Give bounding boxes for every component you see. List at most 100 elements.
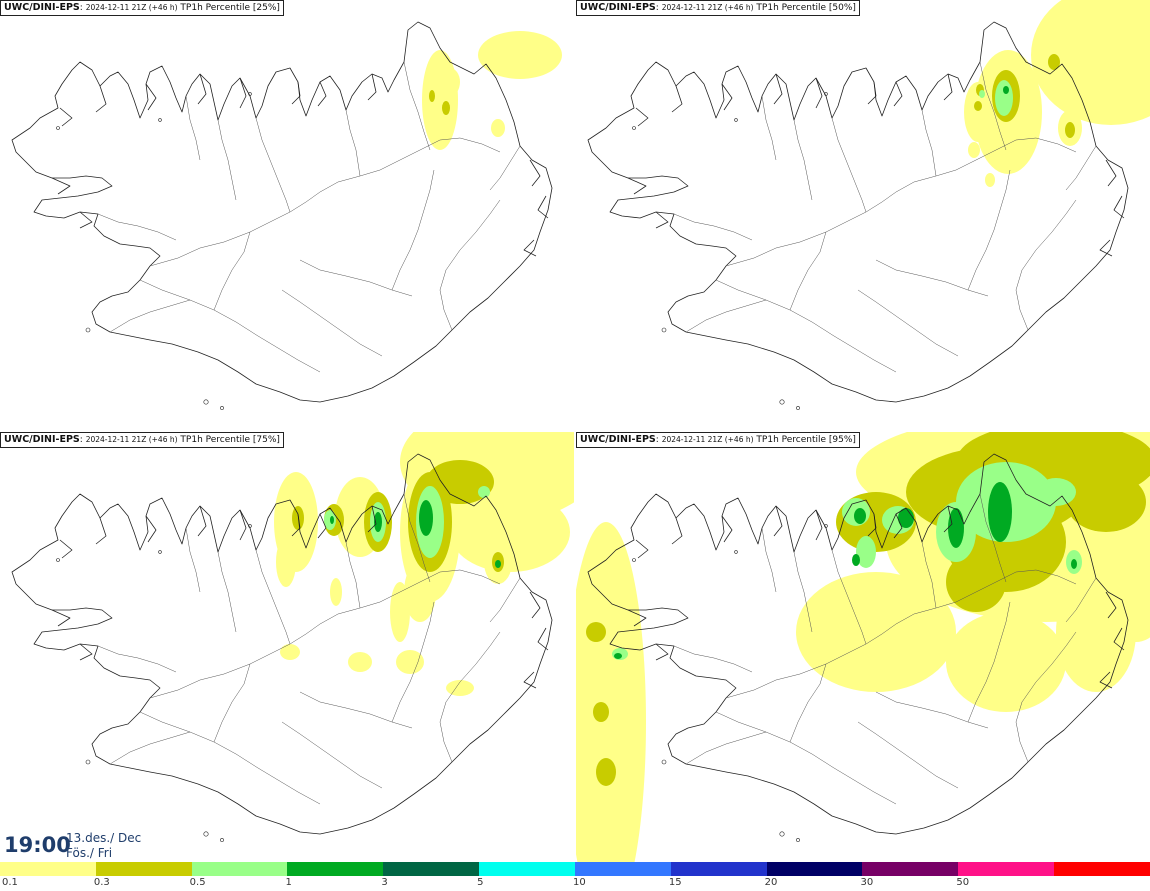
valid-date: 13.des./ Dec — [66, 831, 142, 845]
fjord — [627, 609, 647, 627]
precip-area — [852, 554, 860, 566]
fjord — [1105, 159, 1117, 187]
map-panel-p25: UWC/DINI-EPS: 2024-12-11 21Z (+46 h) TP1… — [0, 0, 574, 430]
boundary-line — [793, 551, 813, 633]
boundary-line — [255, 549, 291, 645]
fjord — [655, 211, 669, 229]
map-panel-p75: UWC/DINI-EPS: 2024-12-11 21Z (+46 h) TP1… — [0, 432, 574, 862]
fjord — [79, 211, 93, 229]
boundary-layer — [673, 61, 1097, 373]
fjord — [773, 505, 783, 537]
legend-label: 0.3 — [93, 877, 110, 888]
precipitation-layer — [576, 432, 1150, 862]
fjord — [1113, 627, 1125, 651]
boundary-line — [725, 613, 915, 699]
boundary-line — [913, 569, 1077, 615]
fjord — [529, 591, 541, 619]
boundary-line — [967, 601, 1011, 723]
fjord — [627, 177, 647, 195]
fjord — [51, 609, 71, 627]
boundary-line — [439, 199, 501, 331]
fjord — [145, 83, 157, 111]
island — [56, 558, 60, 562]
boundary-line — [255, 117, 291, 213]
coastline-layer — [587, 453, 1129, 835]
legend-swatch — [670, 862, 767, 876]
boundary-line — [789, 663, 827, 743]
fjord — [1099, 239, 1113, 257]
valid-time: 19:00 — [4, 833, 71, 857]
boundary-line — [213, 231, 251, 311]
boundary-line — [967, 169, 1011, 291]
boundary-line — [673, 645, 753, 673]
fjord — [367, 505, 377, 533]
precip-area — [1106, 562, 1150, 642]
fjord — [197, 73, 207, 105]
legend-label: 50 — [956, 877, 970, 888]
boundary-line — [337, 137, 501, 183]
fjord — [529, 159, 541, 187]
fjord — [867, 81, 877, 105]
precip-area — [593, 702, 609, 722]
precip-area — [988, 482, 1012, 542]
precip-area — [964, 82, 992, 142]
precip-area — [618, 622, 634, 642]
fjord — [51, 177, 71, 195]
color-legend — [0, 862, 1150, 876]
coastline-layer — [11, 453, 553, 835]
boundary-line — [217, 551, 237, 633]
boundary-line — [185, 95, 201, 161]
fjord — [1113, 195, 1125, 219]
precip-area — [796, 572, 956, 692]
legend-swatch — [479, 862, 575, 876]
boundary-line — [345, 541, 361, 609]
precip-area — [856, 536, 876, 568]
coastline — [11, 453, 553, 835]
island — [779, 399, 785, 405]
precip-area — [422, 50, 458, 150]
fjord — [773, 73, 783, 105]
fjord — [59, 539, 73, 559]
boundary-line — [391, 169, 435, 291]
island — [824, 524, 828, 528]
fjord — [367, 73, 377, 101]
boundary-line — [761, 527, 777, 593]
legend-label: 10 — [573, 877, 586, 888]
fjord — [95, 85, 107, 113]
precip-area — [596, 758, 616, 786]
boundary-line — [857, 721, 959, 789]
legend-swatch — [383, 862, 480, 876]
island — [220, 406, 224, 410]
boundary-line — [979, 61, 1007, 151]
precip-area — [948, 508, 964, 548]
legend-swatch — [95, 862, 192, 876]
legend-label: 1 — [285, 877, 292, 888]
boundary-line — [97, 213, 177, 241]
legend-swatch — [574, 862, 671, 876]
iceland-map — [11, 432, 574, 842]
legend-label: 3 — [381, 877, 388, 888]
island — [824, 92, 828, 96]
coastline — [587, 21, 1129, 403]
precip-area — [968, 142, 980, 158]
precip-area — [614, 653, 622, 659]
map-panel-p95: UWC/DINI-EPS: 2024-12-11 21Z (+46 h) TP1… — [576, 432, 1150, 862]
fjord — [537, 195, 549, 219]
boundary-line — [281, 289, 383, 357]
boundary-line — [1015, 631, 1077, 763]
precip-area — [1036, 478, 1076, 506]
fjord — [893, 513, 903, 539]
boundary-line — [489, 145, 521, 191]
island — [632, 558, 636, 562]
precip-area — [404, 562, 436, 622]
valid-weekday: Fös./ Fri — [66, 846, 113, 860]
boundary-line — [299, 691, 413, 729]
island — [779, 831, 785, 837]
boundary-line — [921, 109, 937, 177]
iceland-map — [11, 21, 562, 410]
legend-label: 20 — [764, 877, 778, 888]
precip-area — [1066, 472, 1146, 532]
boundary-line — [217, 119, 237, 201]
fjord — [291, 513, 301, 537]
precip-area — [478, 31, 562, 79]
